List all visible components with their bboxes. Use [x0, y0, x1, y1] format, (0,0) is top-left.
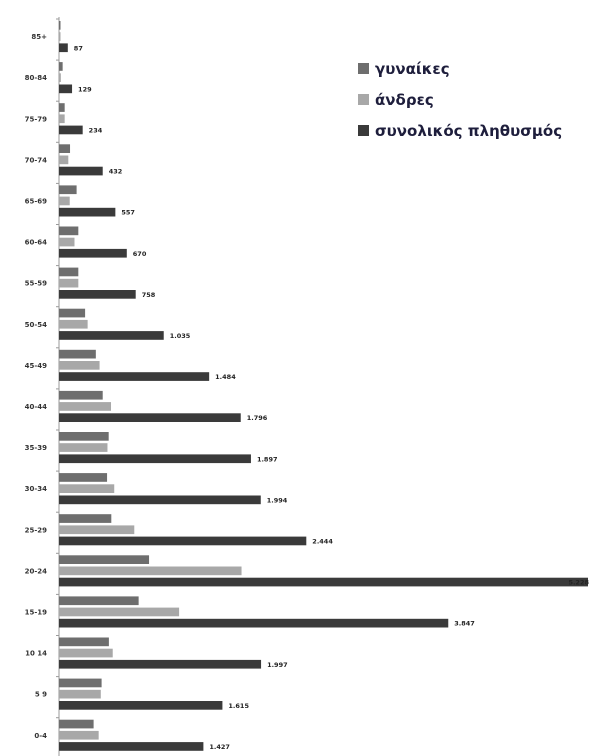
category-label: 45-49: [25, 362, 48, 370]
bar-total: [59, 207, 116, 217]
data-label: 5.228: [568, 579, 589, 587]
bar-men: [59, 196, 70, 206]
category-label: 40-44: [25, 403, 48, 411]
bar-total: [59, 577, 588, 587]
bar-men: [59, 32, 61, 41]
category-label: 65-69: [25, 197, 48, 205]
category-label: 0-4: [34, 732, 47, 740]
bar-women: [59, 267, 79, 277]
legend-swatch: [358, 94, 369, 105]
data-label: 670: [133, 250, 147, 258]
category-label: 55-59: [25, 280, 48, 288]
bar-total: [59, 701, 223, 710]
bar-total: [59, 536, 307, 546]
data-label: 1.035: [170, 332, 191, 340]
category-label: 75-79: [25, 115, 48, 123]
bar-women: [59, 226, 79, 236]
bar-men: [59, 607, 180, 617]
bar-total: [59, 742, 204, 751]
data-label: 432: [109, 168, 123, 176]
category-label: 60-64: [25, 239, 48, 247]
bar-women: [59, 185, 77, 195]
data-label: 129: [78, 85, 92, 93]
legend-swatch: [358, 125, 369, 136]
data-label: 1.796: [247, 414, 268, 422]
bar-total: [59, 618, 449, 628]
bar-women: [59, 144, 71, 153]
data-label: 2.444: [312, 537, 333, 545]
bar-men: [59, 73, 61, 82]
category-label: 5 9: [35, 691, 47, 699]
data-label: 87: [74, 44, 83, 52]
bar-women: [59, 596, 139, 606]
bar-men: [59, 689, 101, 699]
bar-women: [59, 103, 65, 112]
data-label: 1.615: [228, 702, 249, 710]
bar-men: [59, 525, 135, 535]
bar-men: [59, 155, 69, 165]
bar-women: [59, 432, 109, 441]
bar-total: [59, 331, 164, 340]
data-label: 1.897: [257, 455, 278, 463]
bar-men: [59, 114, 65, 124]
category-label: 70-74: [25, 156, 48, 164]
bar-total: [59, 659, 262, 669]
bar-men: [59, 361, 100, 370]
data-label: 234: [89, 126, 103, 134]
legend-label: άνδρες: [375, 91, 434, 109]
bar-men: [59, 484, 115, 493]
bar-men: [59, 278, 79, 288]
category-label: 50-54: [25, 321, 48, 329]
category-label: 15-19: [25, 608, 48, 616]
bar-total: [59, 166, 103, 176]
category-label: 85+: [31, 33, 47, 41]
bar-men: [59, 402, 112, 411]
category-label: 80-84: [25, 74, 48, 82]
category-label: 10 14: [25, 650, 47, 658]
bar-women: [59, 555, 150, 564]
bar-men: [59, 443, 108, 452]
bar-men: [59, 648, 113, 658]
legend-label: συνολικός πληθυσμός: [375, 122, 562, 140]
bar-women: [59, 473, 108, 482]
bar-women: [59, 390, 103, 400]
bar-men: [59, 566, 242, 576]
data-label: 758: [142, 291, 156, 299]
data-label: 1.484: [215, 373, 236, 381]
bar-women: [59, 678, 102, 688]
bar-women: [59, 62, 63, 71]
bar-men: [59, 319, 88, 329]
bar-total: [59, 454, 251, 464]
bar-women: [59, 514, 112, 523]
category-label: 20-24: [25, 567, 48, 575]
data-label: 1.994: [267, 496, 288, 504]
data-label: 1.427: [209, 743, 230, 751]
legend-label: γυναίκες: [375, 60, 450, 78]
legend-swatch: [358, 63, 369, 74]
bar-women: [59, 637, 109, 647]
bar-women: [59, 308, 86, 318]
bar-total: [59, 248, 127, 258]
bar-total: [59, 125, 83, 135]
bar-men: [59, 730, 99, 740]
bar-total: [59, 84, 73, 94]
bar-total: [59, 372, 210, 381]
bar-women: [59, 21, 61, 30]
bar-total: [59, 413, 241, 422]
category-label: 25-29: [25, 526, 48, 534]
data-label: 1.997: [267, 661, 288, 669]
bar-total: [59, 495, 261, 505]
category-label: 35-39: [25, 444, 48, 452]
data-label: 3.847: [454, 620, 475, 628]
category-label: 30-34: [25, 485, 48, 493]
bar-women: [59, 719, 94, 729]
bar-total: [59, 43, 68, 53]
bar-total: [59, 290, 136, 299]
bar-men: [59, 237, 75, 247]
bar-women: [59, 349, 96, 359]
data-label: 557: [121, 209, 135, 217]
